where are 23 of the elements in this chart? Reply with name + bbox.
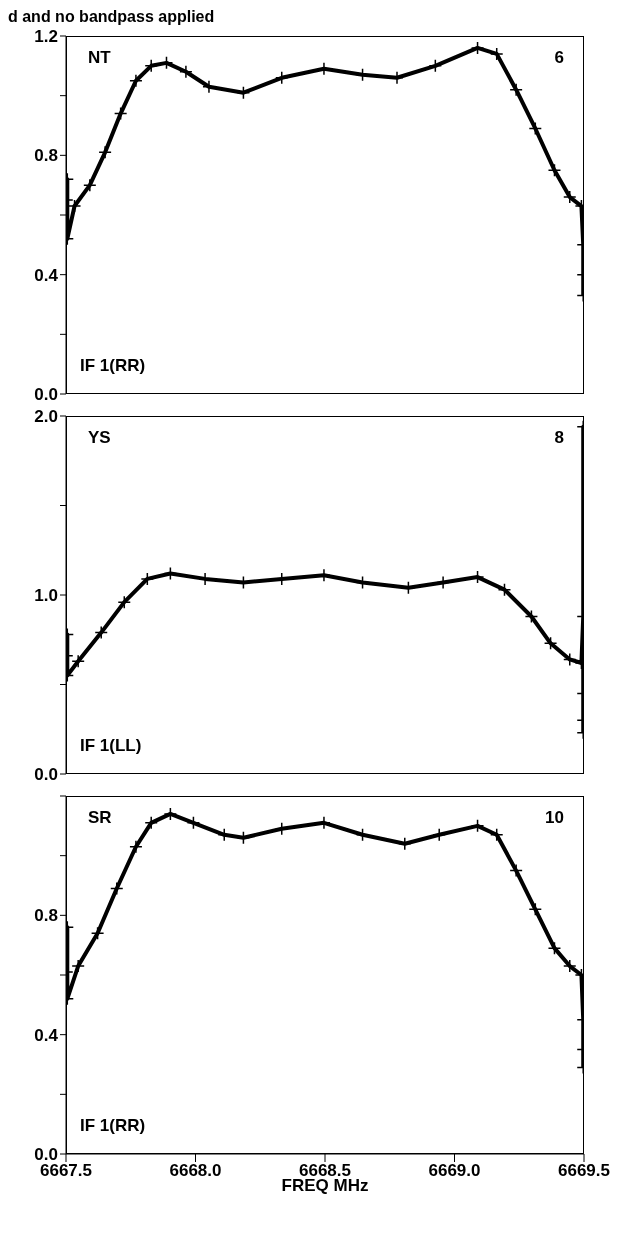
y-tick-label: 1.0	[34, 586, 58, 606]
annotation: IF 1(RR)	[80, 356, 146, 376]
y-tick-label: 0.0	[34, 765, 58, 785]
y-tick-label: 1.2	[34, 27, 58, 47]
y-tick-label: 0.4	[34, 265, 59, 285]
annotation: IF 1(RR)	[80, 1116, 146, 1136]
annotation: 10	[545, 808, 564, 828]
x-tick-label: 6668.0	[169, 1161, 222, 1181]
y-tick-label: 0.8	[34, 146, 58, 166]
y-tick-label: 0.0	[34, 385, 58, 405]
annotation: SR	[88, 808, 112, 828]
annotation: NT	[88, 48, 111, 68]
x-tick-label: 6669.5	[558, 1161, 610, 1181]
x-tick-label: 6669.0	[428, 1161, 481, 1181]
y-tick-label: 2.0	[34, 407, 58, 427]
x-axis-title: FREQ MHz	[281, 1176, 369, 1195]
y-tick-label: 0.4	[34, 1025, 59, 1045]
chart-title: d and no bandpass applied	[8, 8, 216, 27]
annotation: IF 1(LL)	[80, 736, 142, 756]
annotation: 6	[554, 48, 564, 68]
y-tick-label: 0.8	[34, 906, 58, 926]
annotation: 8	[554, 428, 564, 448]
annotation: YS	[88, 428, 111, 448]
